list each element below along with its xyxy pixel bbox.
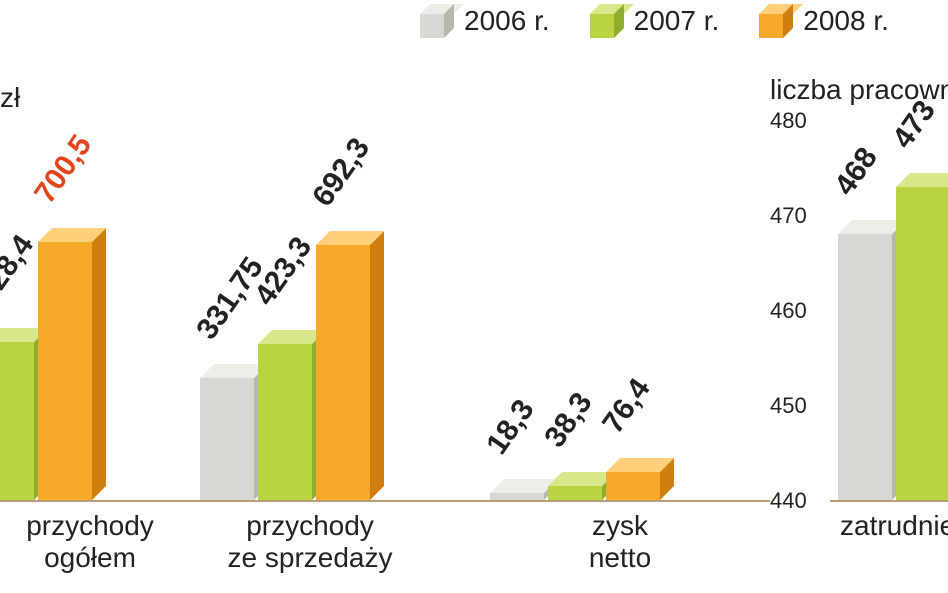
ytick-label: 480 [770,108,807,134]
bar: 18,3 [490,493,544,500]
legend-swatch [590,4,624,38]
bar: 76,4 [606,472,660,500]
bar-value-label: 468 [828,141,885,202]
ytick-label: 440 [770,488,807,514]
bar-group: 428,4700,5 [0,242,92,500]
baseline [0,500,770,502]
bar-value-label: 700,5 [28,129,99,210]
bar-group: 331,75423,3692,3 [200,245,370,500]
bar-value-label: 76,4 [596,373,657,440]
category-label: przychodyogółem [0,510,200,574]
bar-group: 18,3 38,3 76,4 [490,472,660,500]
category-label: zatrudnienie [840,510,948,542]
bar: 473 [896,187,948,501]
ytick-label: 450 [770,393,807,419]
ytick-label: 470 [770,203,807,229]
bar: 700,5 [38,242,92,500]
legend-swatch [420,4,454,38]
category-label: zysknetto [510,510,730,574]
right-chart: 440450460470480468473zatrudnienie [770,120,948,550]
legend-item: 2008 r. [759,4,889,38]
right-baseline [830,500,948,502]
bar: 692,3 [316,245,370,500]
ytick-label: 460 [770,298,807,324]
bar: 331,75 [200,378,254,500]
bar-group: 468473 [838,187,948,501]
bar-value-label: 692,3 [306,132,377,213]
legend-item: 2007 r. [590,4,720,38]
legend-item: 2006 r. [420,4,550,38]
bar: 423,3 [258,344,312,500]
bar-value-label: 18,3 [480,394,541,461]
bar-value-label: 38,3 [538,387,599,454]
legend: 2006 r. 2007 r. 2008 r. [420,4,889,38]
unit-label: zł [0,82,20,114]
bar: 468 [838,234,892,500]
legend-label: 2007 r. [634,5,720,37]
legend-swatch [759,4,793,38]
left-chart: 428,4700,5przychodyogółem331,75423,3692,… [0,120,770,550]
bar: 428,4 [0,342,34,500]
category-label: przychodyze sprzedaży [200,510,420,574]
bar: 38,3 [548,486,602,500]
legend-label: 2008 r. [803,5,889,37]
legend-label: 2006 r. [464,5,550,37]
bar-value-label: 428,4 [0,229,41,310]
